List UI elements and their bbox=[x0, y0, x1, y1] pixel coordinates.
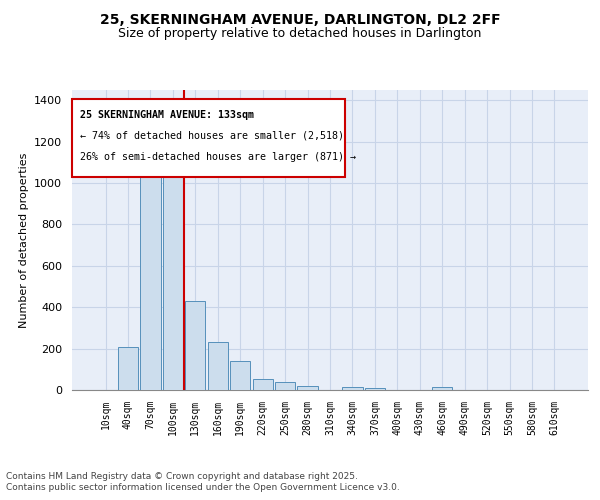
Bar bbox=[343, 387, 362, 390]
Bar bbox=[275, 382, 295, 390]
Y-axis label: Number of detached properties: Number of detached properties bbox=[19, 152, 29, 328]
Text: Contains HM Land Registry data © Crown copyright and database right 2025.: Contains HM Land Registry data © Crown c… bbox=[6, 472, 358, 481]
Text: 25, SKERNINGHAM AVENUE, DARLINGTON, DL2 2FF: 25, SKERNINGHAM AVENUE, DARLINGTON, DL2 … bbox=[100, 12, 500, 26]
Bar bbox=[298, 386, 317, 390]
Text: Size of property relative to detached houses in Darlington: Size of property relative to detached ho… bbox=[118, 28, 482, 40]
Bar bbox=[185, 301, 205, 390]
Text: 26% of semi-detached houses are larger (871) →: 26% of semi-detached houses are larger (… bbox=[80, 152, 356, 162]
Text: 25 SKERNINGHAM AVENUE: 133sqm: 25 SKERNINGHAM AVENUE: 133sqm bbox=[80, 110, 254, 120]
Bar bbox=[208, 342, 228, 390]
Bar bbox=[432, 387, 452, 390]
Text: ← 74% of detached houses are smaller (2,518): ← 74% of detached houses are smaller (2,… bbox=[80, 130, 344, 140]
FancyBboxPatch shape bbox=[72, 99, 346, 177]
Bar bbox=[253, 378, 273, 390]
Bar bbox=[118, 347, 138, 390]
Bar bbox=[163, 156, 183, 390]
Bar bbox=[230, 361, 250, 390]
Bar bbox=[140, 154, 161, 390]
Bar bbox=[365, 388, 385, 390]
Text: Contains public sector information licensed under the Open Government Licence v3: Contains public sector information licen… bbox=[6, 484, 400, 492]
